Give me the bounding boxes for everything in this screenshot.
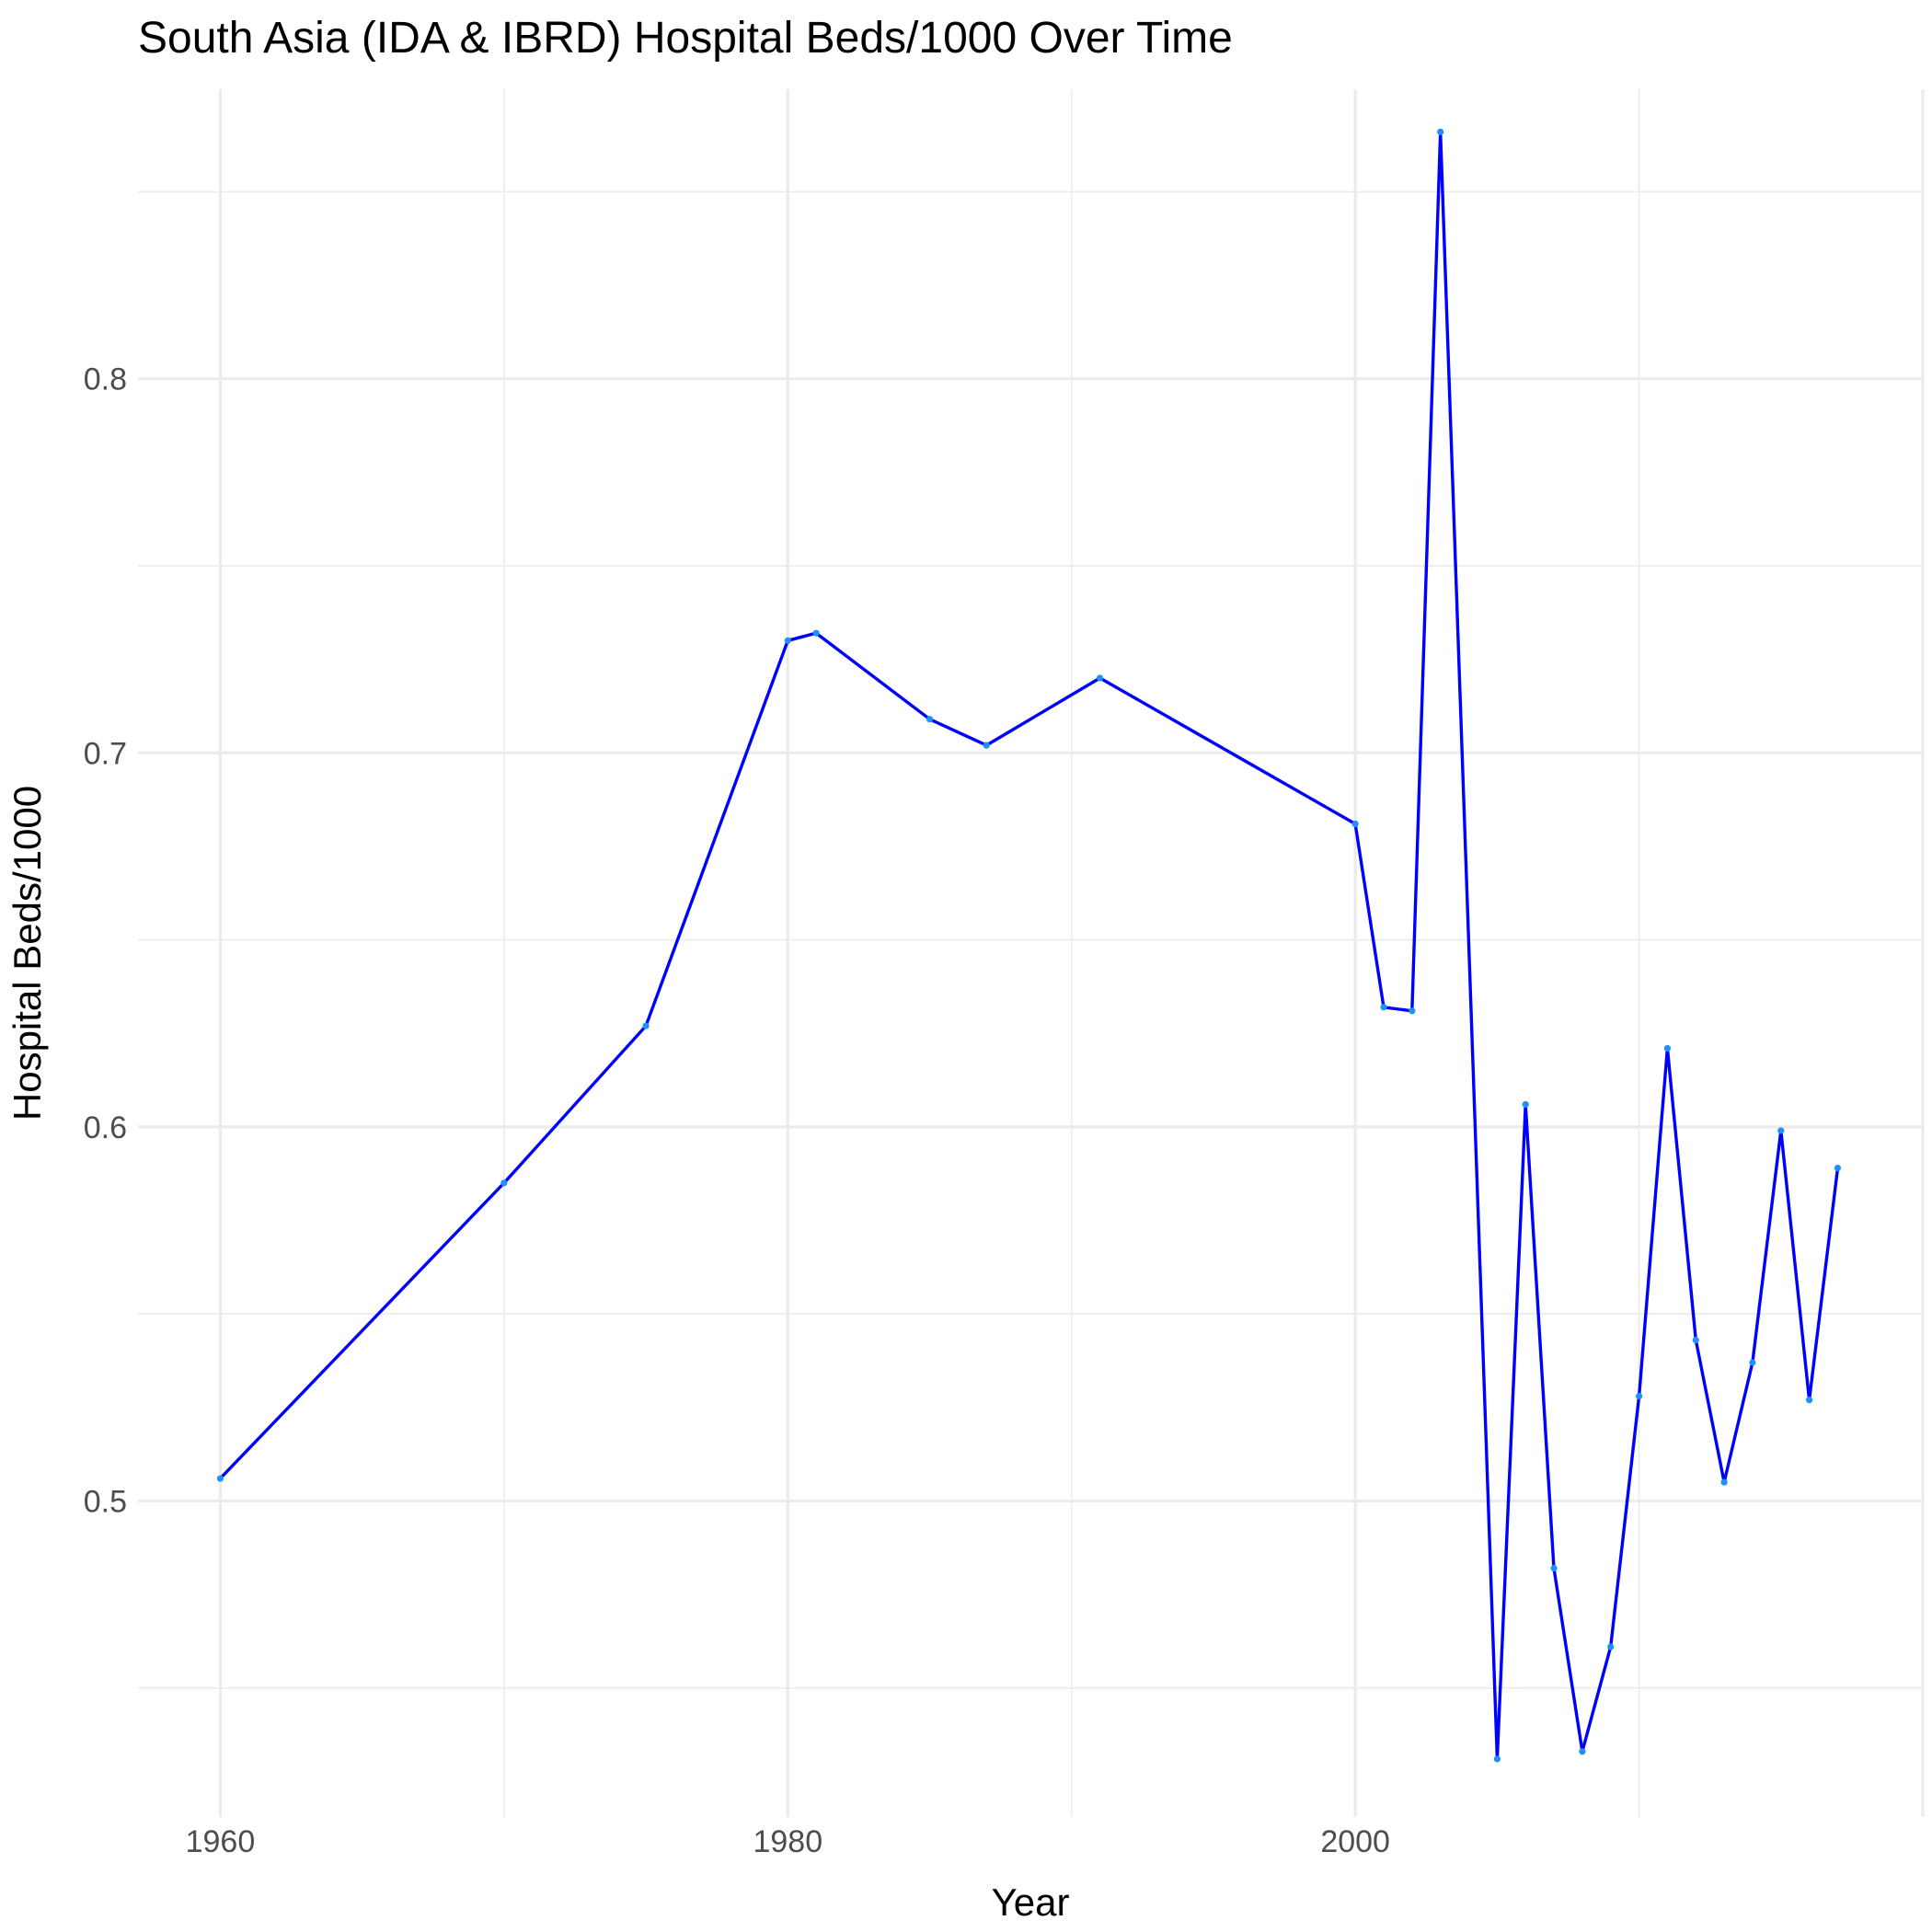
data-point bbox=[983, 742, 990, 749]
y-tick-label: 0.8 bbox=[84, 362, 127, 397]
data-point bbox=[1493, 1755, 1501, 1763]
x-axis-title: Year bbox=[992, 1880, 1070, 1924]
data-point bbox=[926, 716, 934, 723]
data-point bbox=[1096, 674, 1104, 682]
data-point bbox=[1550, 1565, 1558, 1572]
data-point bbox=[1607, 1643, 1615, 1650]
y-tick-label: 0.7 bbox=[84, 736, 127, 771]
data-point bbox=[1806, 1397, 1813, 1404]
y-axis-title: Hospital Beds/1000 bbox=[6, 786, 49, 1121]
data-point bbox=[1749, 1359, 1756, 1366]
y-tick-label: 0.5 bbox=[84, 1484, 127, 1519]
data-point bbox=[1720, 1478, 1728, 1486]
data-point bbox=[812, 629, 820, 637]
data-point bbox=[1692, 1337, 1699, 1344]
data-point bbox=[1635, 1392, 1643, 1400]
data-point bbox=[1351, 820, 1359, 828]
x-tick-label: 1980 bbox=[753, 1824, 822, 1859]
data-point bbox=[1777, 1127, 1785, 1134]
data-point bbox=[1437, 128, 1444, 135]
x-tick-label: 2000 bbox=[1320, 1824, 1390, 1859]
data-point bbox=[216, 1475, 224, 1482]
data-point bbox=[1380, 1004, 1387, 1011]
data-point bbox=[1834, 1164, 1842, 1172]
data-point bbox=[1579, 1748, 1586, 1755]
data-point bbox=[642, 1022, 650, 1029]
data-point bbox=[1409, 1007, 1416, 1015]
data-point bbox=[1663, 1044, 1672, 1052]
data-point bbox=[500, 1179, 508, 1187]
y-tick-label: 0.6 bbox=[84, 1110, 127, 1145]
x-tick-label: 1960 bbox=[186, 1824, 256, 1859]
data-point bbox=[1522, 1100, 1529, 1109]
data-point bbox=[784, 637, 791, 644]
series-line bbox=[219, 130, 1840, 1761]
chart-title: South Asia (IDA & IBRD) Hospital Beds/10… bbox=[138, 14, 1233, 63]
